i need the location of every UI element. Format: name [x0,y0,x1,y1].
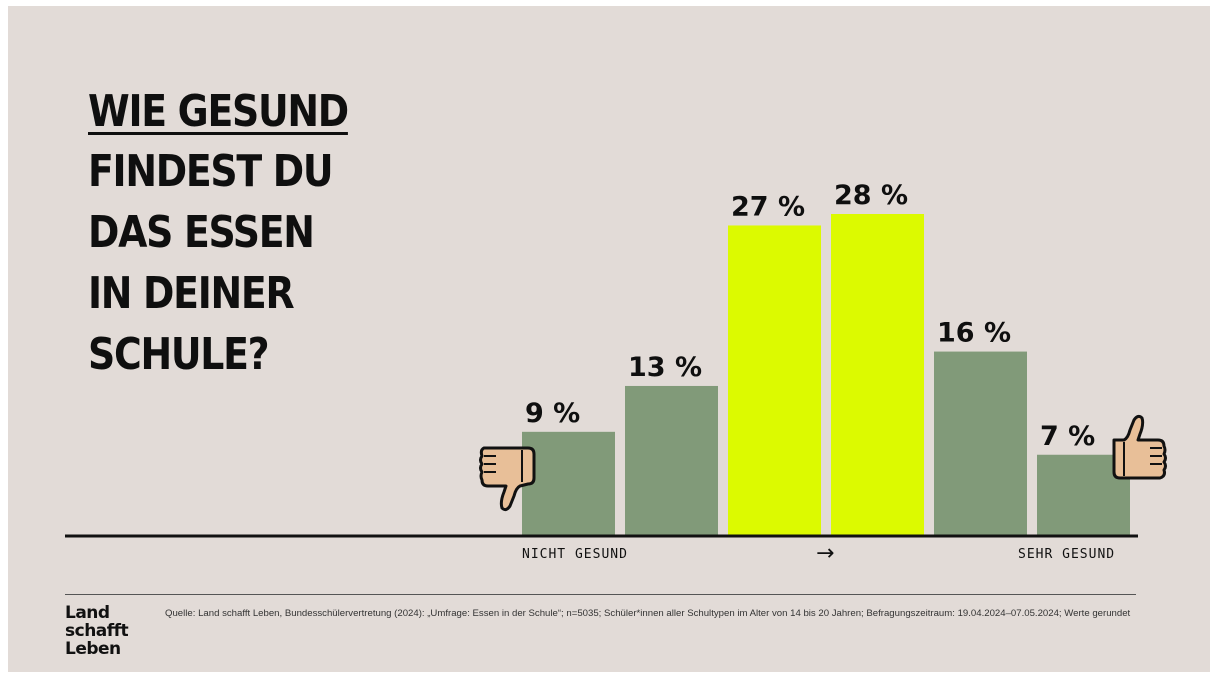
value-label-3: 27 % [731,191,805,222]
bar-chart: 9 % 13 % 27 % 28 % 16 % 7 % [65,180,1167,538]
bar-5 [934,351,1027,535]
logo-line: Leben [65,639,121,659]
title-line-3: DAS ESSEN [88,207,315,258]
value-label-2: 13 % [628,352,702,383]
logo-line: schafft [65,621,129,641]
bar-2 [625,385,718,535]
arrow-right-icon: → [816,541,835,566]
value-label-1: 9 % [525,398,580,429]
bar-3 [728,225,821,535]
title-line-1: WIE GESUND [88,86,349,137]
value-labels-layer: 9 % 13 % 27 % 28 % 16 % 7 % [525,180,1095,452]
footer-divider [65,594,1136,595]
axis-label-very-healthy: SEHR GESUND [1018,547,1116,562]
title-line-5: SCHULE? [88,329,270,380]
thumbs-up-icon [1112,414,1167,480]
infographic-canvas: WIE GESUND FINDEST DU DAS ESSEN IN DEINE… [8,6,1210,672]
bar-4 [831,214,924,535]
value-label-6: 7 % [1040,421,1095,452]
value-label-4: 28 % [834,180,908,211]
source-note: Quelle: Land schafft Leben, Bundesschüle… [165,608,1131,619]
brand-logo: Land schafft Leben [65,603,129,659]
thumbs-down-icon [479,446,536,512]
axis-label-not-healthy: NICHT GESUND [522,547,628,562]
title-line-2: FINDEST DU [88,146,334,197]
logo-line: Land [65,603,110,623]
bar-1 [522,431,615,535]
bars-layer [522,214,1130,535]
value-label-5: 16 % [937,318,1011,349]
title-line-4: IN DEINER [88,268,295,319]
